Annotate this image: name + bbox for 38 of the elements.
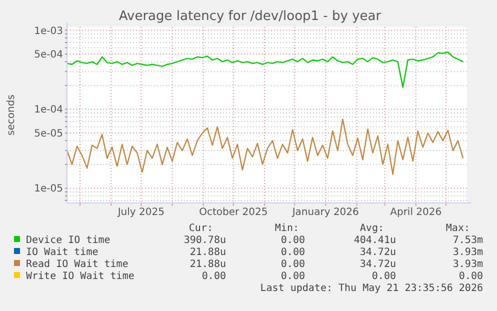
- text: 0.00: [202, 271, 226, 282]
- y-tick-label: 1e-03: [34, 26, 63, 37]
- legend-label: Device IO time: [26, 235, 110, 246]
- x-tick-label: July 2025: [116, 207, 164, 218]
- chart-title: Average latency for /dev/loop1 - by year: [118, 9, 382, 24]
- y-tick-label: 5e-05: [34, 128, 63, 140]
- text: 0.00: [280, 259, 305, 270]
- text: Min:: [274, 223, 299, 234]
- text: 0.00: [280, 235, 305, 246]
- line-series: [66, 118, 464, 175]
- text: 404.41u: [354, 235, 396, 246]
- text: Last update: Thu May 21 23:35:56 2026: [260, 283, 483, 294]
- text: Max:: [446, 223, 470, 234]
- legend-label: IO Wait time: [26, 247, 98, 258]
- y-tick-label: 1e-05: [34, 184, 63, 195]
- text: Cur:: [188, 223, 213, 234]
- line-series: [66, 51, 464, 88]
- text: Avg:: [360, 223, 384, 234]
- y-tick-label: 5e-04: [34, 50, 63, 61]
- text: 0.00: [372, 271, 396, 282]
- legend-label: Read IO Wait time: [26, 259, 128, 270]
- text: 3.93m: [452, 247, 483, 258]
- text: 7.53m: [452, 235, 483, 246]
- text: 34.72u: [360, 259, 396, 270]
- text: 0.00: [280, 271, 305, 282]
- y-tick-label: 1e-04: [34, 104, 63, 116]
- text: 34.72u: [360, 247, 396, 258]
- text: 0.00: [458, 271, 483, 282]
- text: 3.93m: [452, 259, 483, 270]
- legend-label: Write IO Wait time: [26, 271, 134, 282]
- x-tick-label: January 2026: [291, 207, 359, 218]
- text: 21.88u: [190, 259, 226, 270]
- text: 21.88u: [190, 247, 226, 258]
- x-tick-label: April 2026: [390, 207, 442, 218]
- x-tick-label: October 2025: [199, 207, 268, 218]
- y-axis-title: seconds: [6, 94, 17, 136]
- text: 0.00: [280, 247, 305, 258]
- text: 390.78u: [184, 235, 226, 246]
